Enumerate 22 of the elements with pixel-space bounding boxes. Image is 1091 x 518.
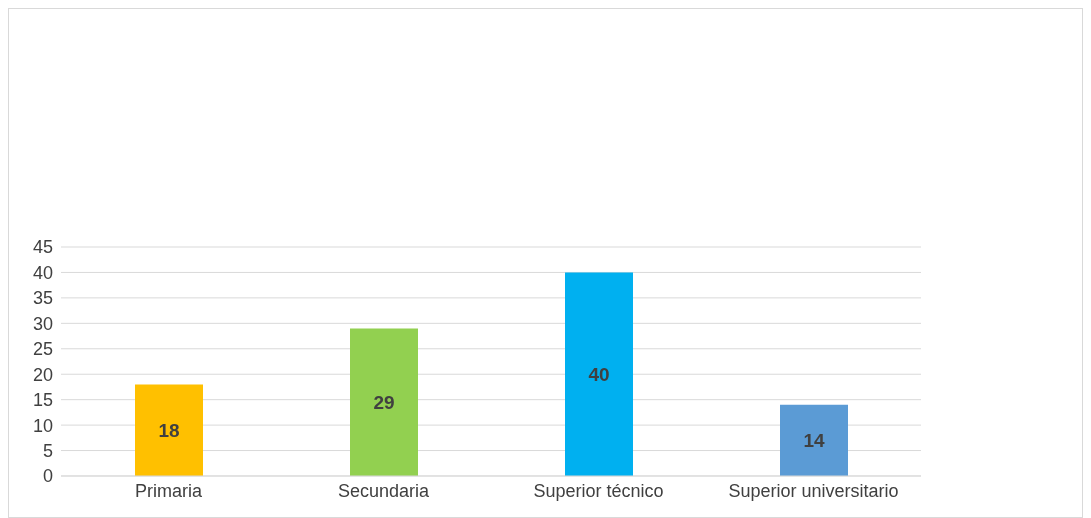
x-tick-label: Secundaria <box>337 480 431 501</box>
data-label: 29 <box>373 391 395 413</box>
bar <box>565 272 633 476</box>
bar <box>135 384 203 476</box>
y-tick-label: 10 <box>32 415 53 436</box>
x-tick-label: Superior universitario <box>728 480 899 501</box>
y-tick-label: 20 <box>32 364 53 385</box>
y-tick-label: 25 <box>32 339 53 360</box>
x-tick-label: Superior técnico <box>533 480 664 501</box>
y-tick-label: 5 <box>42 440 53 461</box>
y-tick-label: 30 <box>32 313 53 334</box>
data-label: 18 <box>158 419 180 441</box>
y-tick-label: 15 <box>32 390 53 411</box>
y-tick-label: 45 <box>32 237 53 258</box>
y-tick-label: 0 <box>42 466 53 487</box>
data-label: 40 <box>588 363 610 385</box>
y-tick-label: 35 <box>32 288 53 309</box>
y-tick-label: 40 <box>32 262 53 283</box>
bar <box>350 328 418 476</box>
data-label: 14 <box>803 430 825 452</box>
bar <box>780 404 848 476</box>
x-tick-label: Primaria <box>134 480 203 501</box>
